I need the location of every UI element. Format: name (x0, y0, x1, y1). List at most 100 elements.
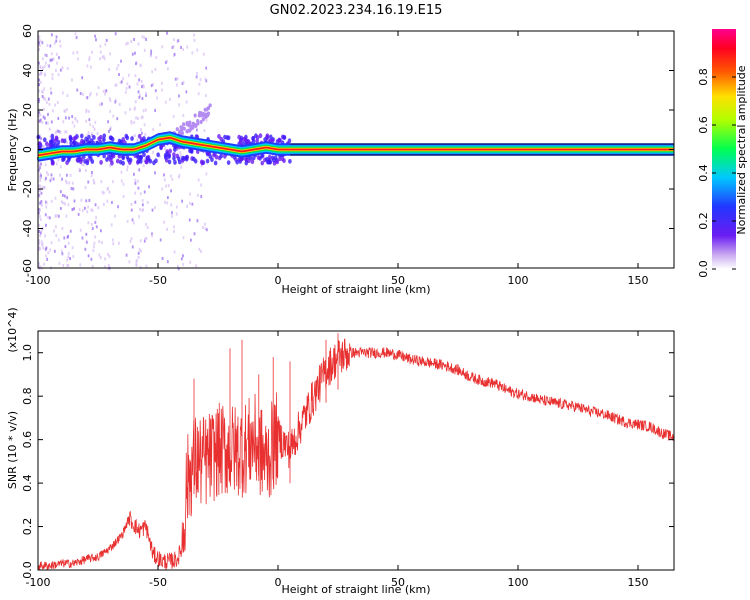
band-mark (79, 157, 84, 162)
snr-panel: -100 -50 0 50 100 150 0.0 0.2 0.4 0.6 0.8 1.0 Heig… (6, 307, 675, 596)
band-mark (219, 153, 223, 159)
speckle-mark (92, 125, 95, 129)
band-mark (108, 157, 113, 163)
speckle-mark (128, 85, 131, 89)
speckle-mark (39, 231, 42, 235)
speckle-mark (87, 221, 90, 225)
speckle-mark (126, 82, 129, 86)
speckle-mark (143, 123, 146, 127)
y-tick-label: -60 (21, 259, 34, 277)
speckle-mark (64, 116, 67, 120)
speckle-mark (66, 94, 69, 98)
speckle-mark (205, 79, 208, 83)
speckle-mark (114, 83, 117, 87)
speckle-mark (134, 74, 137, 78)
speckle-mark (85, 199, 88, 203)
snr-x-label: Height of straight line (km) (281, 583, 430, 596)
speckle-mark (55, 162, 58, 166)
speckle-mark (111, 201, 113, 205)
speckle-mark (176, 77, 179, 81)
speckle-mark (47, 112, 49, 116)
speckle-mark (164, 146, 166, 150)
speckle-mark (88, 56, 91, 60)
speckle-mark (91, 171, 93, 175)
speckle-mark (38, 97, 40, 101)
speckle-mark (50, 177, 53, 181)
speckle-mark (140, 85, 143, 89)
speckle-mark (45, 176, 47, 180)
speckle-mark (177, 267, 180, 271)
arm-mark (206, 111, 211, 116)
speckle-mark (41, 228, 44, 232)
speckle-mark (106, 187, 109, 191)
speckle-mark (49, 135, 52, 139)
spectrogram-panel: -100 -50 0 50 100 150 60 40 20 0 -20 -40 -60 Height… (6, 24, 675, 296)
speckle-mark (97, 206, 100, 210)
speckle-mark (61, 91, 64, 95)
speckle-mark (116, 67, 118, 71)
speckle-mark (95, 92, 98, 96)
speckle-mark (39, 166, 41, 170)
speckle-mark (85, 232, 88, 236)
speckle-mark (109, 109, 112, 113)
speckle-mark (67, 241, 70, 245)
speckle-mark (101, 55, 104, 59)
speckle-mark (161, 88, 163, 92)
speckle-mark (38, 72, 41, 76)
speckle-mark (138, 215, 140, 219)
speckle-mark (98, 103, 101, 107)
speckle-mark (40, 240, 43, 244)
speckle-mark (51, 109, 54, 113)
speckle-mark (165, 184, 167, 188)
speckle-mark (128, 260, 131, 264)
speckle-mark (91, 264, 94, 268)
speckle-mark (50, 52, 53, 56)
speckle-mark (69, 173, 72, 177)
speckle-mark (57, 158, 60, 162)
band-mark (212, 152, 216, 158)
speckle-mark (73, 199, 76, 203)
speckle-mark (198, 82, 201, 86)
speckle-mark (38, 184, 40, 188)
speckle-mark (93, 241, 96, 245)
speckle-mark (132, 221, 135, 225)
speckle-mark (61, 66, 64, 70)
band-mark (102, 133, 107, 139)
speckle-mark (108, 130, 110, 134)
speckle-mark (52, 177, 55, 181)
speckle-mark (72, 255, 75, 259)
band-mark (69, 140, 73, 146)
speckle-mark (106, 199, 109, 203)
speckle-mark (116, 117, 119, 121)
speckle-mark (196, 128, 198, 132)
band-mark (277, 137, 282, 143)
speckle-mark (90, 208, 93, 212)
speckle-mark (93, 181, 95, 185)
speckle-mark (105, 89, 108, 93)
arm-mark (196, 121, 200, 126)
speckle-mark (69, 257, 71, 261)
speckle-mark (153, 206, 156, 210)
speckle-mark (38, 208, 40, 212)
speckle-mark (173, 225, 175, 229)
band-mark (260, 153, 264, 159)
speckle-mark (105, 38, 108, 42)
speckle-mark (159, 123, 161, 127)
speckle-mark (205, 118, 208, 122)
band-mark (267, 154, 272, 160)
speckle-mark (44, 97, 47, 101)
speckle-mark (118, 73, 120, 77)
speckle-mark (143, 48, 146, 52)
band-mark (275, 159, 280, 165)
speckle-mark (158, 154, 161, 158)
speckle-mark (181, 81, 184, 85)
speckle-mark (38, 163, 41, 167)
speckle-mark (39, 208, 42, 212)
speckle-mark (56, 101, 59, 105)
band-mark (173, 159, 177, 165)
speckle-mark (50, 120, 53, 124)
speckle-mark (169, 97, 171, 101)
speckle-mark (69, 229, 72, 233)
speckle-mark (73, 124, 76, 128)
speckle-mark (74, 32, 77, 36)
